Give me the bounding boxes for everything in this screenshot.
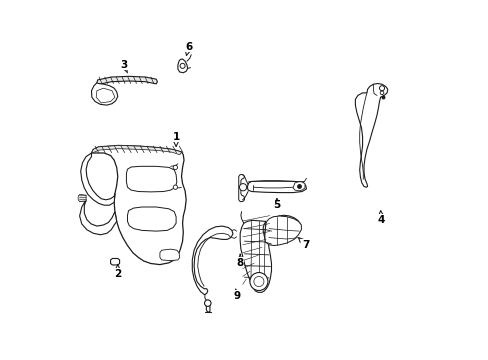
Circle shape <box>173 185 177 189</box>
Polygon shape <box>127 207 176 231</box>
Text: 2: 2 <box>114 265 121 279</box>
Text: 3: 3 <box>120 60 127 73</box>
Polygon shape <box>240 215 300 292</box>
Circle shape <box>180 63 185 68</box>
Text: 6: 6 <box>184 42 192 55</box>
Polygon shape <box>96 88 115 103</box>
Polygon shape <box>91 145 186 265</box>
Polygon shape <box>97 76 157 85</box>
Polygon shape <box>81 153 115 205</box>
Polygon shape <box>264 216 301 246</box>
Polygon shape <box>78 194 86 202</box>
Polygon shape <box>238 175 244 202</box>
Circle shape <box>173 165 177 170</box>
Text: 5: 5 <box>273 198 280 210</box>
Polygon shape <box>292 182 305 191</box>
Polygon shape <box>355 84 387 187</box>
Polygon shape <box>91 83 118 105</box>
Polygon shape <box>192 226 232 294</box>
Circle shape <box>379 86 384 91</box>
Polygon shape <box>126 166 177 192</box>
Text: 8: 8 <box>236 255 244 268</box>
Circle shape <box>204 300 211 306</box>
Polygon shape <box>178 59 187 73</box>
Text: 4: 4 <box>377 211 384 225</box>
Circle shape <box>253 276 264 287</box>
Text: 1: 1 <box>172 132 180 147</box>
Circle shape <box>380 91 383 95</box>
Polygon shape <box>247 181 306 193</box>
Polygon shape <box>91 145 181 155</box>
Text: 7: 7 <box>298 238 309 250</box>
Polygon shape <box>110 258 120 265</box>
Polygon shape <box>160 249 179 261</box>
Polygon shape <box>80 200 117 235</box>
Circle shape <box>249 273 267 291</box>
Circle shape <box>239 184 246 191</box>
Text: 9: 9 <box>233 289 240 301</box>
